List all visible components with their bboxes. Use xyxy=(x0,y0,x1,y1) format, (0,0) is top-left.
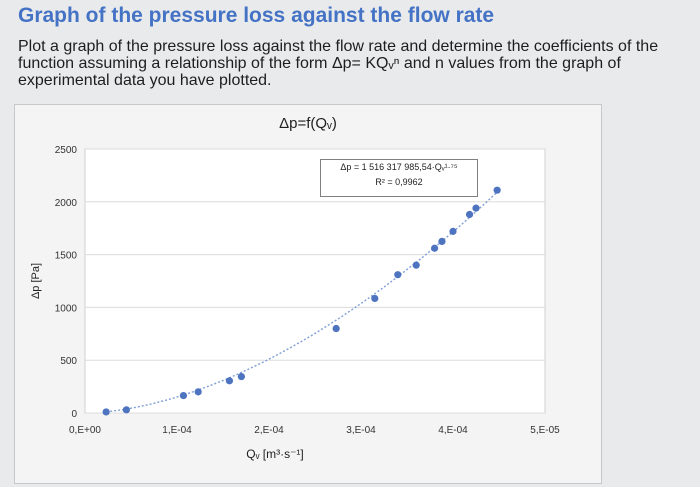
data-point xyxy=(333,325,340,332)
chart-panel: 0 500 1000 1500 2000 2500 0,E+00 1,E-04 2,E-04 3,… xyxy=(14,104,602,484)
data-point xyxy=(180,392,187,399)
data-point xyxy=(123,406,130,413)
page-heading: Graph of the pressure loss against the f… xyxy=(18,4,494,28)
data-point xyxy=(466,211,473,218)
data-point xyxy=(494,187,501,194)
data-point xyxy=(449,228,456,235)
trendline-equation: Δp = 1 516 317 985,54·Qᵥ¹·⁷⁵ xyxy=(321,160,477,175)
data-point xyxy=(238,373,245,380)
task-description: Plot a graph of the pressure loss agains… xyxy=(18,38,694,89)
x-tick-label: 2,E-04 xyxy=(254,425,284,436)
data-point xyxy=(394,271,401,278)
y-tick-label: 1000 xyxy=(55,303,78,314)
y-tick-label: 500 xyxy=(60,356,77,367)
chart-title: Δp=f(Qᵥ) xyxy=(15,115,601,132)
chart-svg: 0 500 1000 1500 2000 2500 0,E+00 1,E-04 2,E-04 3,… xyxy=(15,105,601,483)
data-point xyxy=(438,238,445,245)
data-point xyxy=(413,262,420,269)
y-tick-label: 2000 xyxy=(55,198,78,209)
data-point xyxy=(431,245,438,252)
trendline-r-squared: R² = 0,9962 xyxy=(321,175,477,190)
trendline-equation-box: Δp = 1 516 317 985,54·Qᵥ¹·⁷⁵ R² = 0,9962 xyxy=(320,159,478,197)
x-tick-label: 0,E+00 xyxy=(69,425,101,436)
x-tick-label: 5,E-05 xyxy=(530,425,560,436)
x-tick-label: 3,E-04 xyxy=(346,425,376,436)
data-point xyxy=(103,408,110,415)
data-point xyxy=(195,388,202,395)
x-axis-label: Qᵥ [m³·s⁻¹] xyxy=(246,447,304,461)
data-point xyxy=(472,205,479,212)
data-point xyxy=(371,295,378,302)
y-tick-label: 0 xyxy=(71,409,77,420)
x-tick-label: 4,E-04 xyxy=(438,425,468,436)
x-tick-label: 1,E-04 xyxy=(162,425,192,436)
y-tick-label: 1500 xyxy=(55,251,78,262)
y-tick-label: 2500 xyxy=(55,145,78,156)
y-axis-label: Δp [Pa] xyxy=(30,263,42,299)
data-point xyxy=(226,377,233,384)
